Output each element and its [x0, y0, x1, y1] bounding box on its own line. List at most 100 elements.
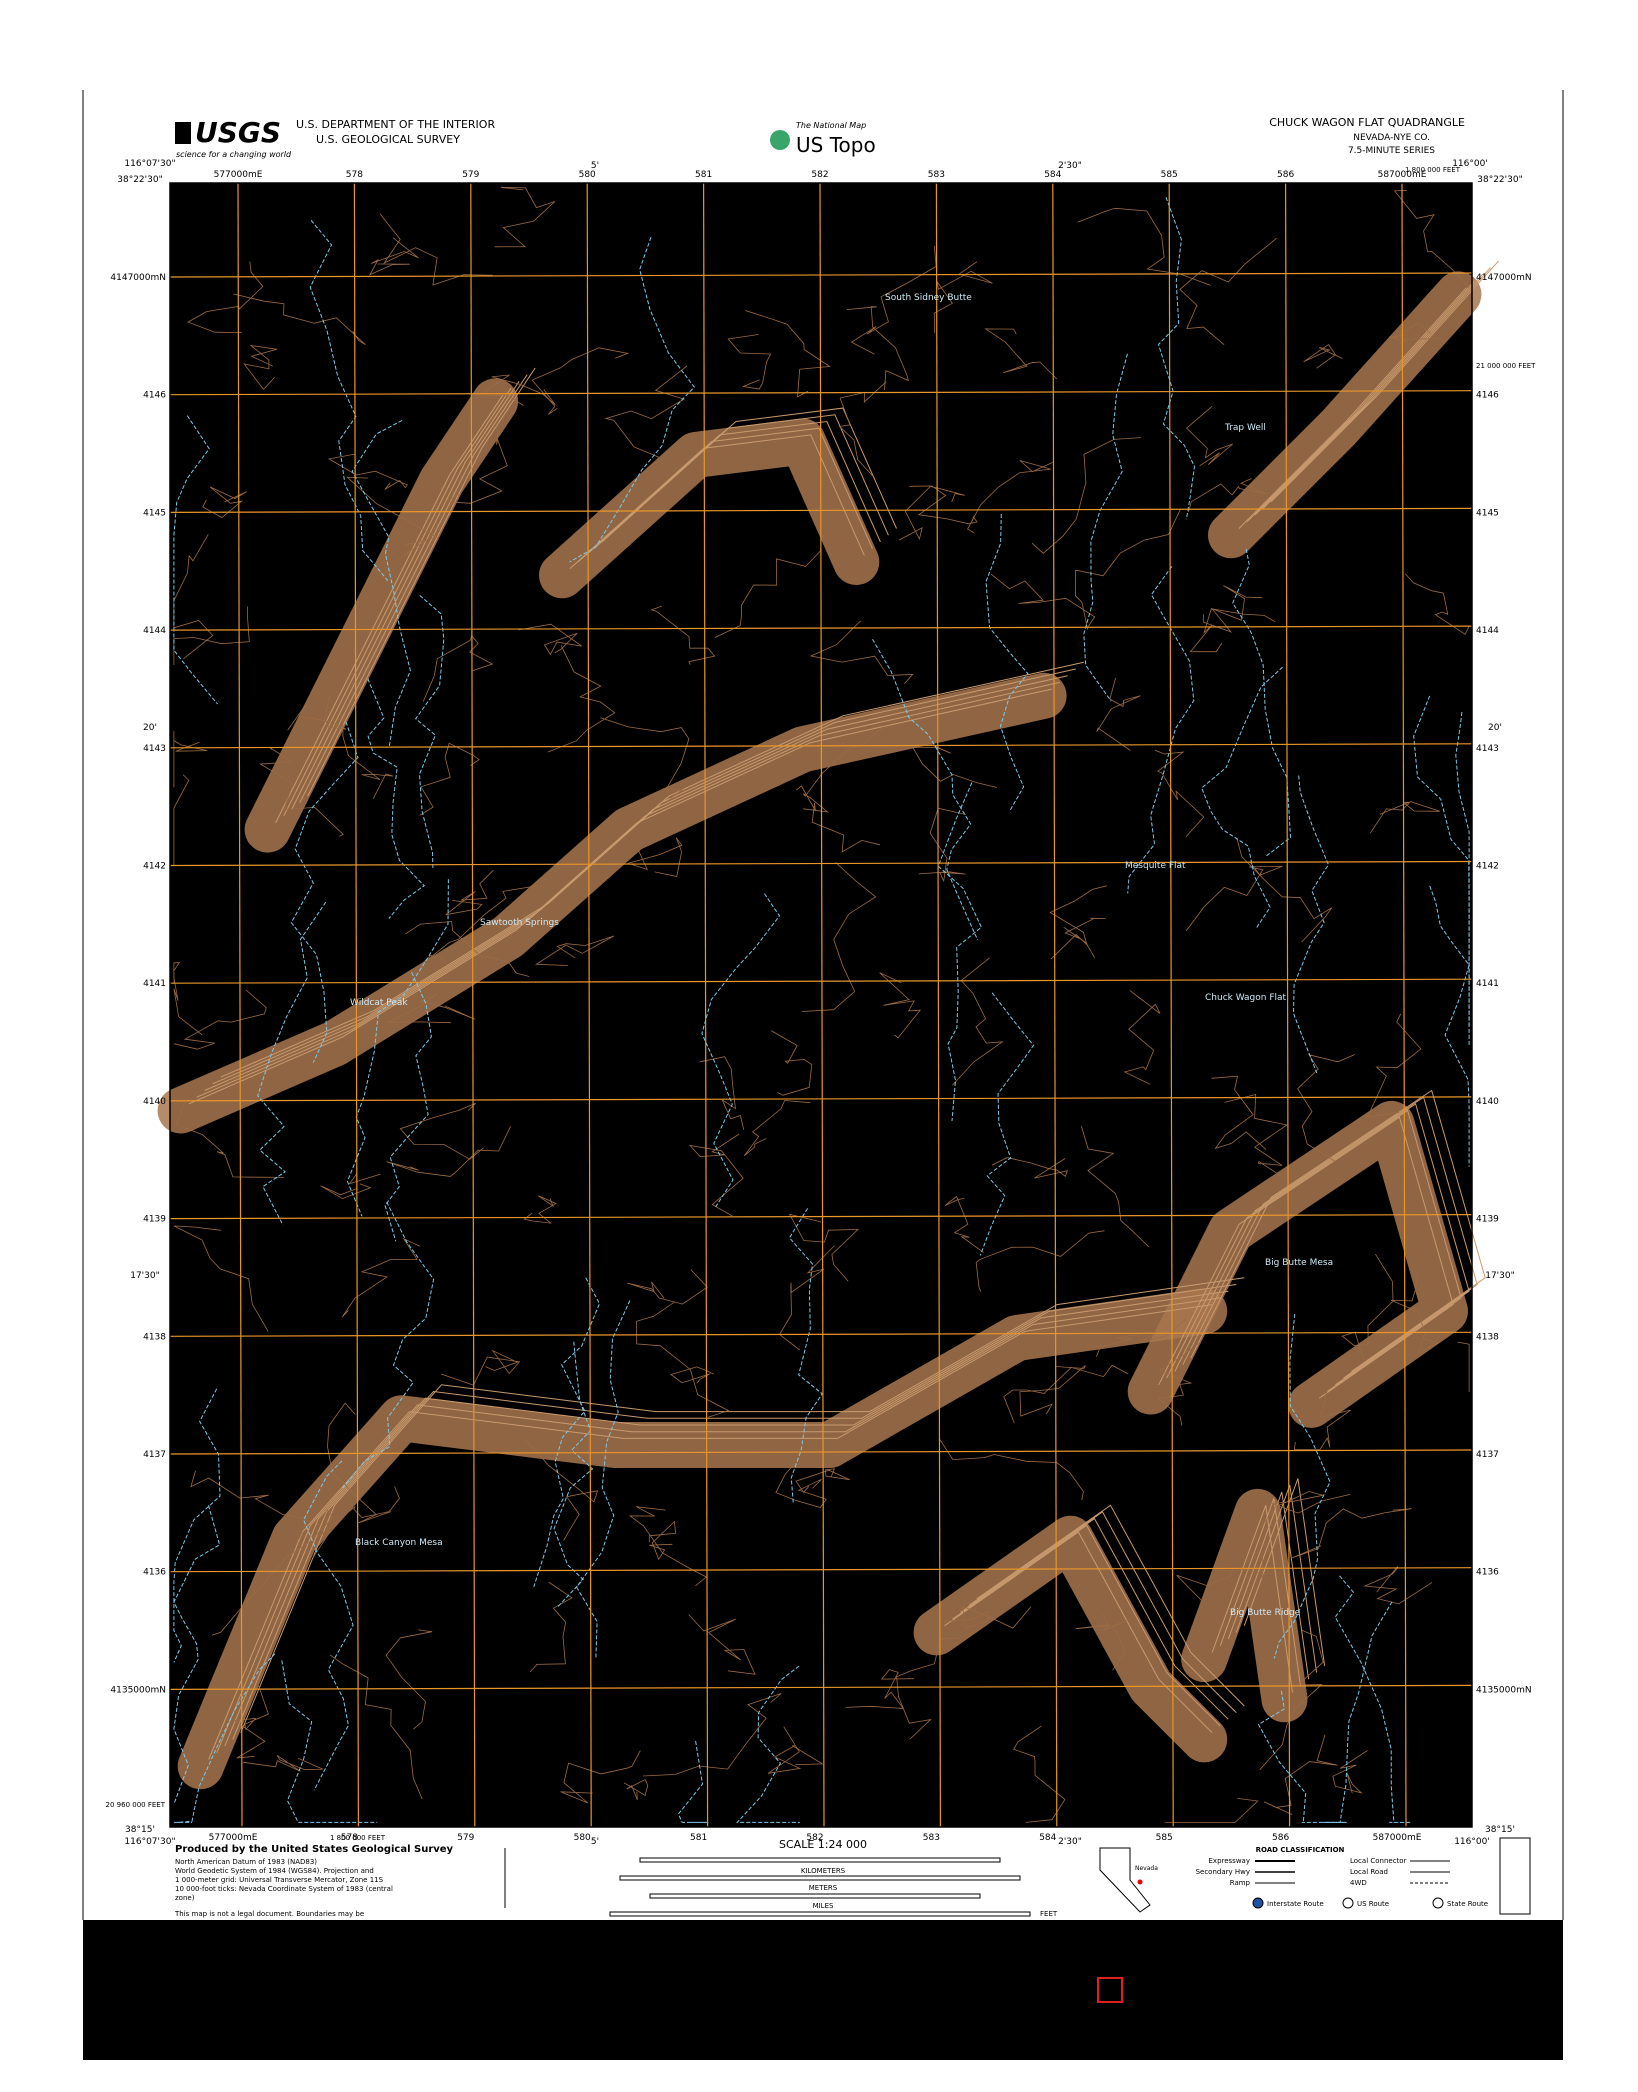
grid-line: [1168, 182, 1174, 1828]
contour-line: [419, 742, 480, 816]
stream: [979, 992, 1035, 1256]
stream: [257, 901, 327, 1226]
contour-line: [387, 994, 476, 1024]
contour-line: [1166, 1109, 1462, 1392]
black-bar: [83, 1920, 1563, 2060]
grid-line: [169, 1331, 1473, 1337]
contour-line: [1254, 273, 1483, 516]
contour-line: [1211, 1505, 1293, 1693]
contour-line: [1219, 1498, 1301, 1686]
easting-label: 582: [811, 170, 828, 180]
stream: [173, 415, 218, 705]
contour-line: [379, 213, 493, 286]
contour-line: [943, 1605, 1032, 1629]
contour-line: [547, 645, 616, 753]
product: US Topo: [796, 133, 876, 157]
easting-label: 584: [1044, 170, 1061, 180]
survey: U.S. GEOLOGICAL SURVEY: [316, 133, 460, 146]
red-marker: [1097, 1977, 1123, 2003]
contour-line: [918, 807, 966, 883]
road-title: ROAD CLASSIFICATION: [1256, 1846, 1345, 1854]
grid-line: [169, 1684, 1473, 1691]
route-label: State Route: [1447, 1900, 1488, 1908]
stream: [384, 972, 432, 1242]
grid-line: [169, 1096, 1473, 1102]
contour-line: [650, 605, 716, 665]
contour-line: [173, 962, 203, 1036]
contour-line: [560, 1750, 641, 1804]
contour-line: [688, 1614, 756, 1675]
contour-line: [1262, 267, 1491, 509]
easting-label: 585: [1161, 170, 1178, 180]
scale-bar: [639, 1857, 1001, 1863]
contour-line: [287, 694, 347, 731]
contour-line: [1188, 478, 1268, 513]
contour-line: [795, 1468, 850, 1493]
contour-line: [1297, 1054, 1356, 1162]
minute-label: 2'30": [1058, 1837, 1082, 1847]
grid-line: [702, 182, 709, 1828]
road-label: 4WD: [1350, 1879, 1367, 1887]
contour-line: [173, 730, 208, 788]
grid-line: [353, 182, 359, 1828]
stream: [553, 1341, 594, 1608]
contour-line: [1003, 1364, 1129, 1424]
easting-label: 586: [1277, 170, 1294, 180]
easting-label: 580: [579, 170, 596, 180]
inset-label: Nevada: [1135, 1865, 1158, 1872]
contour-line: [933, 261, 993, 333]
minute-label: 17'30": [130, 1271, 160, 1281]
stream: [1334, 1575, 1411, 1823]
easting-label: 580: [574, 1833, 591, 1843]
northing-label: 4147000mN: [1476, 273, 1532, 283]
corner-label: 116°07'30": [124, 159, 175, 169]
state: NEVADA-NYE CO.: [1353, 133, 1430, 143]
grid-line: [169, 390, 1473, 396]
route-label: Interstate Route: [1267, 1900, 1324, 1908]
ridge: [1127, 1100, 1468, 1428]
northing-label: 4146: [1476, 391, 1499, 401]
stream: [569, 237, 695, 563]
contour-line: [788, 1213, 860, 1282]
contour-line: [259, 746, 344, 837]
contour-line: [307, 367, 536, 797]
grid-line: [586, 182, 592, 1828]
stream: [872, 638, 979, 941]
stream: [1273, 1313, 1331, 1659]
stream: [1292, 775, 1329, 1074]
contour-line: [368, 237, 419, 276]
grid-line: [169, 1567, 1473, 1573]
grid-line: [1052, 182, 1058, 1828]
northing-label: 4135000mN: [110, 1685, 166, 1695]
stream: [533, 1277, 601, 1588]
northing-label: 4137: [143, 1450, 166, 1460]
contour-line: [636, 1301, 730, 1418]
contour-line: [952, 1524, 1221, 1727]
ridge: [913, 1515, 1228, 1763]
contour-line: [535, 935, 614, 966]
contour-line: [952, 957, 1004, 1086]
contour-line: [1259, 1629, 1324, 1771]
contour-line: [1190, 1089, 1486, 1372]
contour-line: [1457, 1341, 1470, 1392]
contour-line: [727, 334, 772, 390]
contour-line: [1164, 1798, 1259, 1823]
stream: [736, 1665, 800, 1823]
easting-label: 578: [346, 170, 363, 180]
northing-label: 4142: [143, 862, 166, 872]
scale-unit: MILES: [813, 1902, 834, 1910]
place-name: Trap Well: [1224, 423, 1266, 433]
contour-line: [1366, 1013, 1422, 1118]
contour-line: [342, 718, 394, 800]
contour-line: [909, 485, 978, 525]
contour-line: [1049, 885, 1107, 960]
contour-line: [232, 1284, 1237, 1740]
corner-label: 38°15': [1485, 1825, 1515, 1835]
route-symbol: [1342, 1897, 1354, 1909]
grid-line: [169, 507, 1473, 514]
northing-label: 4145: [143, 508, 166, 518]
contour-line: [320, 1172, 381, 1200]
stream: [342, 1201, 435, 1489]
stream: [788, 1208, 823, 1504]
